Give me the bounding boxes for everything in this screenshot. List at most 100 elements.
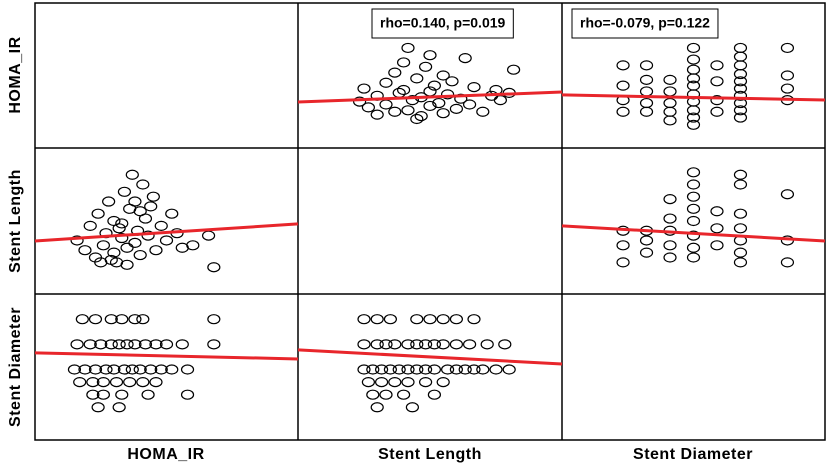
point [686,73,701,84]
point [112,339,126,350]
point [117,186,132,197]
annotation-box [371,8,514,39]
point [663,74,677,85]
point [405,402,419,413]
point [663,240,677,251]
point [91,208,105,219]
point [423,100,437,112]
point [663,106,677,117]
point [383,314,397,325]
point [383,364,397,375]
point [207,262,221,273]
point [115,232,129,244]
point [616,60,630,71]
annotation: rho=-0.079, p=0.122 [580,15,710,31]
point [410,113,424,125]
point [159,235,174,246]
point [107,247,121,258]
point [458,364,472,375]
point [427,339,441,350]
point [423,314,437,325]
point [86,377,100,388]
point [436,339,450,350]
point [686,242,701,253]
point [78,364,92,375]
point [83,339,97,350]
point [207,339,221,350]
trend-line [561,224,826,243]
point [686,54,701,65]
point [117,364,132,375]
point [186,240,200,251]
point [733,179,748,190]
point [686,179,701,190]
point [138,339,153,350]
point [733,257,748,268]
point [397,389,411,400]
point [96,389,110,400]
point [436,108,450,119]
point [733,51,748,62]
point [639,60,654,71]
point [102,196,116,207]
point [401,105,415,116]
point [480,339,494,350]
point [639,235,654,246]
point [128,314,142,325]
point [436,70,450,81]
point [458,52,472,64]
point [639,97,654,109]
point [733,68,748,80]
point [686,64,701,75]
point [115,389,129,400]
point [149,339,163,350]
point [353,96,367,107]
point [133,364,147,375]
point [370,339,384,350]
point [780,42,795,54]
point [733,90,748,101]
point [392,364,406,375]
point [88,364,103,375]
point [663,194,677,205]
point [70,339,84,350]
point [686,191,701,202]
point [128,339,142,350]
point [401,42,415,54]
point [445,76,459,87]
point [410,339,424,350]
point [616,106,630,117]
point [616,80,630,91]
point [780,70,795,81]
point [449,103,463,114]
point [379,99,393,110]
point [370,314,384,325]
point [128,237,142,248]
point [639,86,654,97]
point [104,339,118,350]
frame [34,2,826,441]
point [88,314,103,325]
point [686,42,701,54]
point [506,64,521,75]
point [441,364,455,375]
point [99,364,113,375]
point [489,364,503,375]
point [419,61,433,72]
point [123,377,137,388]
point [388,339,402,350]
point [414,110,428,122]
point [467,314,481,325]
point [141,389,155,400]
y-variable-label: Stent Diameter [7,307,24,427]
point [419,377,433,388]
point [467,364,481,375]
point [136,314,150,325]
point [733,169,748,180]
x-variable-label: Stent Length [378,446,482,463]
point [388,377,402,388]
point [686,215,701,227]
point [357,314,371,325]
point [441,89,455,100]
point [175,339,189,350]
